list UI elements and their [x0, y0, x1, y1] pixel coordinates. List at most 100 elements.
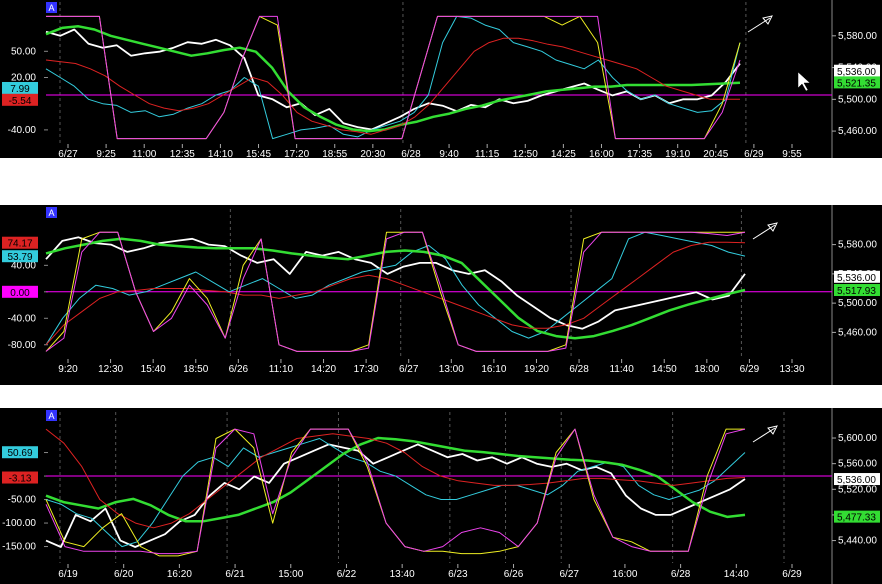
- x-tick-label: 12:50: [513, 149, 538, 158]
- chart-panel-top: A 6/27 9:25 11:00 12:35 14:10 15:45 17:20 18:55 2…: [0, 0, 882, 158]
- x-tick-label: 15:40: [141, 364, 166, 375]
- x-tick-label: 6/19: [58, 569, 78, 580]
- right-price-label: 5,521.35: [834, 76, 880, 89]
- panel-marker-label: A: [48, 411, 54, 421]
- series-line-magenta: [45, 428, 746, 555]
- x-tick-label: 17:35: [627, 149, 652, 158]
- x-tick-label: 14:25: [551, 149, 576, 158]
- panel-marker: A: [46, 410, 57, 421]
- series-line-green: [45, 25, 741, 133]
- svg-text:74.17: 74.17: [7, 239, 32, 250]
- x-tick-label: 6/27: [559, 569, 579, 580]
- right-tick-label: 5,440.00: [838, 536, 877, 547]
- x-tick-label: 13:40: [390, 569, 415, 580]
- left-value-badge: -3.13: [2, 471, 38, 485]
- left-tick-label: 40.00: [11, 260, 36, 271]
- svg-text:5,536.00: 5,536.00: [837, 273, 876, 284]
- x-tick-label: 9:20: [58, 364, 78, 375]
- right-tick-label: 5,500.00: [838, 298, 877, 309]
- series-line-white: [45, 443, 746, 548]
- x-tick-label: 6/23: [448, 569, 468, 580]
- x-tick-label: 17:30: [354, 364, 379, 375]
- series-line-green: [45, 237, 746, 340]
- svg-text:5,536.00: 5,536.00: [837, 475, 876, 486]
- x-tick-label: 14:40: [724, 569, 749, 580]
- right-tick-label: 5,520.00: [838, 484, 877, 495]
- series-line-magenta: [46, 15, 741, 140]
- right-price-label: 5,536.00: [834, 473, 880, 486]
- x-tick-label: 13:00: [439, 364, 464, 375]
- right-tick-label: 5,460.00: [838, 126, 877, 137]
- chart-panel-bottom: A 6/19 6/20 16:20 6/21 15:00 6/22 13:40 6/23 6/26…: [0, 408, 882, 584]
- svg-text:50.69: 50.69: [7, 448, 32, 459]
- left-value-badge: 7.99: [2, 81, 38, 95]
- chart-svg-bottom: A 6/19 6/20 16:20 6/21 15:00 6/22 13:40 6/23 6/26…: [2, 408, 880, 584]
- left-tick-label: -80.00: [8, 340, 37, 351]
- x-tick-label: 12:35: [170, 149, 195, 158]
- right-tick-label: 5,580.00: [838, 31, 877, 42]
- x-tick-label: 14:20: [311, 364, 336, 375]
- left-tick-label: -150.00: [2, 542, 36, 553]
- x-tick-label: 6/28: [401, 149, 421, 158]
- left-value-badge: 0.00: [2, 285, 38, 299]
- right-tick-label: 5,500.00: [838, 94, 877, 105]
- left-tick-label: 20.00: [11, 73, 36, 84]
- svg-text:5,517.93: 5,517.93: [837, 286, 876, 297]
- chart-panel-middle: A 9:20 12:30 15:40 18:50 6/26 11:10 14:20 17:30 6…: [0, 205, 882, 385]
- x-tick-label: 16:20: [167, 569, 192, 580]
- x-tick-label: 6/28: [569, 364, 589, 375]
- x-tick-label: 16:00: [589, 149, 614, 158]
- series-line-cyan: [45, 15, 741, 140]
- svg-text:5,477.33: 5,477.33: [837, 513, 876, 524]
- mouse-cursor-icon: [797, 71, 811, 92]
- series-line-green: [45, 436, 746, 523]
- x-tick-label: 6/29: [740, 364, 760, 375]
- series-line-magenta: [45, 231, 746, 352]
- x-tick-label: 6/26: [229, 364, 249, 375]
- svg-text:7.99: 7.99: [10, 84, 30, 95]
- x-tick-label: 6/29: [744, 149, 764, 158]
- panel-marker: A: [46, 207, 57, 218]
- right-price-label: 5,477.33: [834, 510, 880, 524]
- x-tick-label: 15:00: [278, 569, 303, 580]
- x-tick-label: 6/29: [782, 569, 802, 580]
- chart-svg-top: A 6/27 9:25 11:00 12:35 14:10 15:45 17:20 18:55 2…: [2, 0, 880, 158]
- x-tick-label: 15:45: [246, 149, 271, 158]
- panel-marker: A: [46, 2, 57, 13]
- right-price-label: 5,536.00: [834, 270, 880, 284]
- x-tick-label: 6/21: [225, 569, 245, 580]
- x-tick-label: 6/28: [671, 569, 691, 580]
- series-line-red: [45, 428, 746, 529]
- trend-arrow-icon: [752, 425, 778, 443]
- x-tick-label: 11:40: [609, 364, 634, 375]
- x-tick-label: 14:10: [208, 149, 233, 158]
- left-value-badge: 53.79: [2, 250, 38, 263]
- right-tick-label: 5,580.00: [838, 240, 877, 251]
- x-tick-label: 18:50: [183, 364, 208, 375]
- series-line-white: [45, 236, 746, 330]
- x-tick-label: 16:10: [481, 364, 506, 375]
- trend-arrow-icon: [747, 15, 773, 33]
- series-line-white: [45, 28, 741, 131]
- svg-text:-5.54: -5.54: [9, 96, 32, 107]
- left-tick-label: -50.00: [8, 495, 37, 506]
- left-value-badge: 74.17: [2, 236, 38, 250]
- series-line-red: [45, 241, 746, 346]
- x-tick-label: 9:25: [96, 149, 116, 158]
- trend-arrow-icon: [752, 222, 778, 240]
- x-tick-label: 11:00: [132, 149, 157, 158]
- series-line-cyan: [45, 231, 746, 346]
- panel-marker-label: A: [48, 3, 54, 13]
- x-tick-label: 6/27: [399, 364, 419, 375]
- left-value-badge: 50.69: [2, 446, 38, 459]
- left-tick-label: -40.00: [8, 313, 37, 324]
- panel-marker-label: A: [48, 208, 54, 218]
- x-tick-label: 6/26: [504, 569, 524, 580]
- series-line-red: [45, 37, 740, 135]
- x-tick-label: 6/27: [58, 149, 78, 158]
- chart-svg-middle: A 9:20 12:30 15:40 18:50 6/26 11:10 14:20 17:30 6…: [2, 205, 880, 385]
- x-tick-label: 16:00: [612, 569, 637, 580]
- svg-text:5,536.00: 5,536.00: [837, 67, 876, 78]
- x-tick-label: 19:10: [665, 149, 690, 158]
- x-tick-label: 9:55: [782, 149, 802, 158]
